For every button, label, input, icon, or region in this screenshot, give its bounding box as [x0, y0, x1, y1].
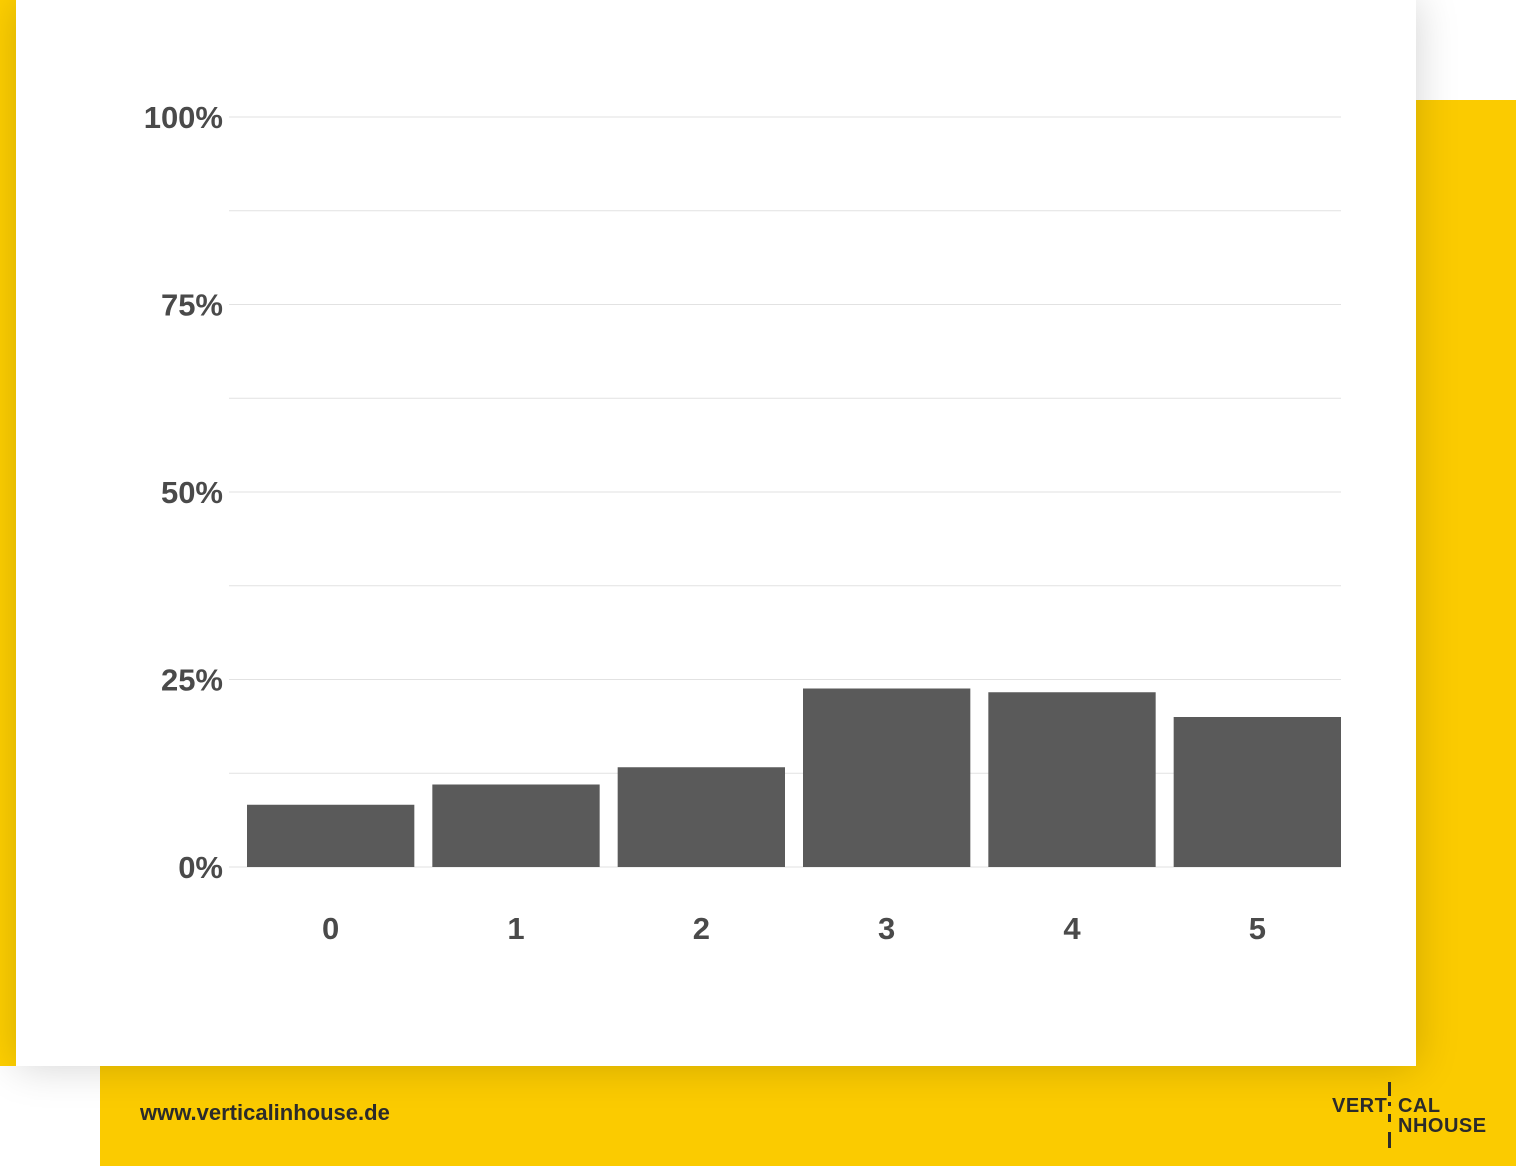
x-tick-label: 4: [1063, 911, 1081, 946]
website-url[interactable]: www.verticalinhouse.de: [140, 1100, 390, 1125]
bar: [617, 767, 785, 867]
logo-dot: [1388, 1102, 1391, 1106]
bar: [803, 688, 971, 867]
x-tick-label: 2: [693, 911, 710, 946]
x-tick-label: 3: [878, 911, 895, 946]
logo-bar-top: [1388, 1082, 1391, 1096]
bar-layer: [247, 688, 1341, 867]
bar-chart: 0% 25% 50% 75% 100% 0 1 2 3 4 5: [144, 100, 1341, 946]
chart-card: 0% 25% 50% 75% 100% 0 1 2 3 4 5: [16, 0, 1416, 1066]
y-tick-label: 25%: [161, 663, 223, 698]
logo-text-cal: CAL: [1398, 1095, 1441, 1117]
logo-text-nhouse: NHOUSE: [1398, 1115, 1487, 1137]
y-tick-label: 50%: [161, 475, 223, 510]
x-tick-label: 1: [507, 911, 524, 946]
bar: [247, 804, 415, 867]
logo-text-vert: VERT: [1332, 1095, 1388, 1117]
y-tick-label: 75%: [161, 288, 223, 323]
bar: [988, 692, 1156, 867]
accent-strip-left: [0, 0, 16, 1066]
x-axis-ticks: 0 1 2 3 4 5: [322, 911, 1266, 946]
logo-bar-bottom: [1388, 1132, 1391, 1148]
y-tick-label: 0%: [178, 850, 223, 885]
y-axis-ticks: 0% 25% 50% 75% 100%: [144, 100, 223, 885]
y-tick-label: 100%: [144, 100, 223, 135]
bar: [432, 784, 600, 867]
x-tick-label: 0: [322, 911, 339, 946]
bar: [1173, 717, 1341, 867]
vertical-inhouse-logo: VERT CAL NHOUSE: [1330, 1082, 1486, 1150]
logo-bar-mid: [1388, 1114, 1391, 1122]
x-tick-label: 5: [1249, 911, 1266, 946]
